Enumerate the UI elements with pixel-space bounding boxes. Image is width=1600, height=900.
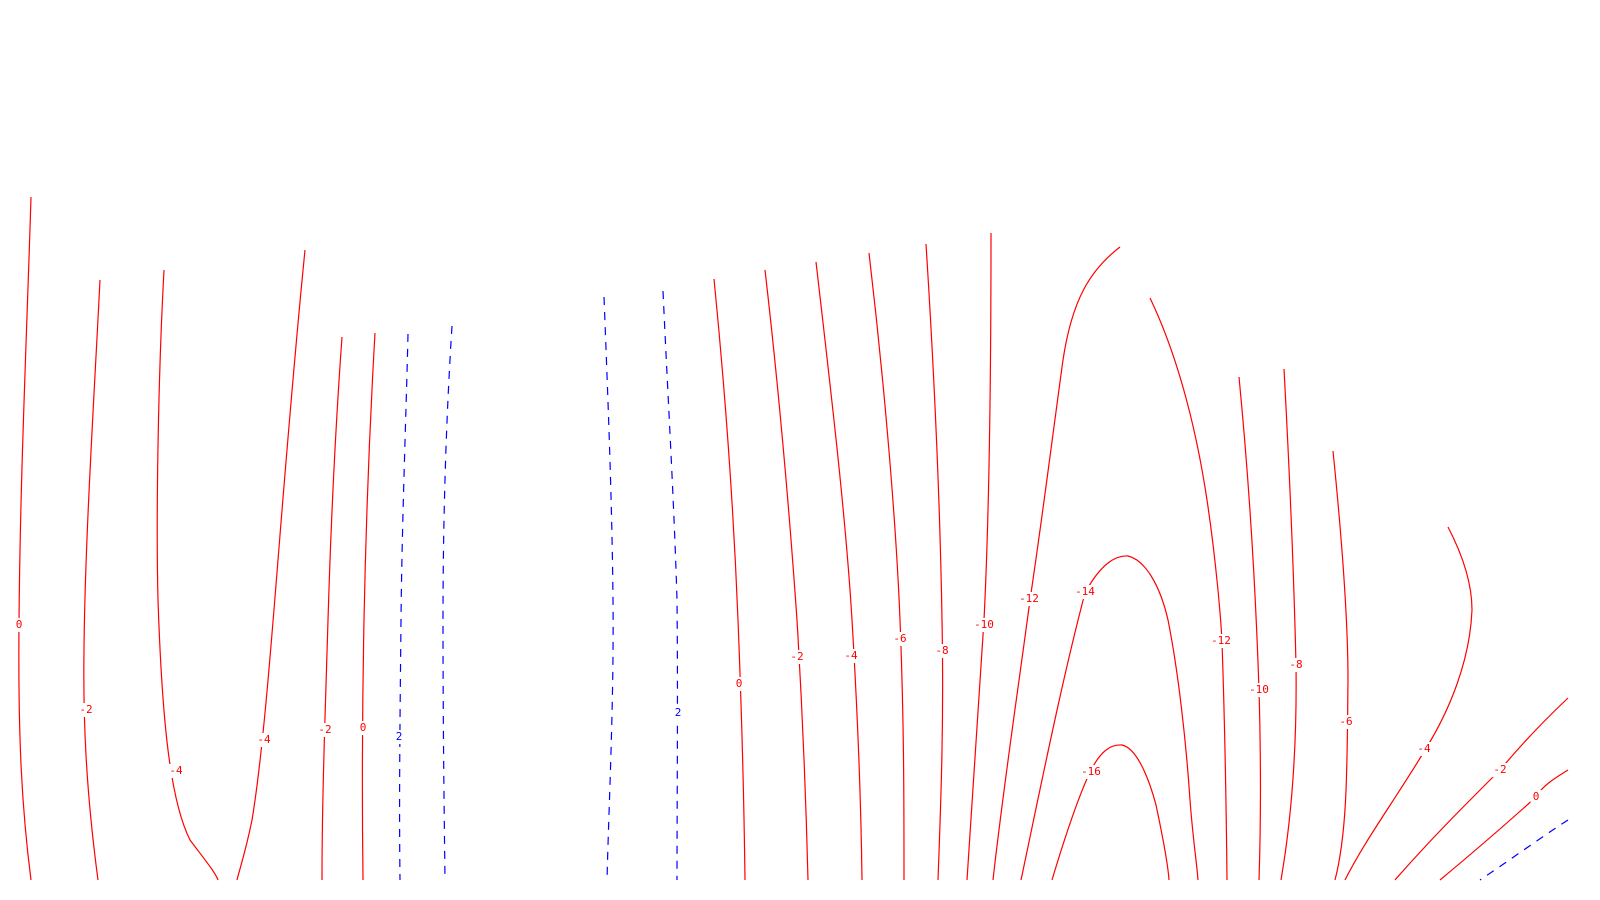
contour-label-bg-23 — [1337, 715, 1355, 729]
contour-label-10: 2 — [675, 706, 682, 719]
contour-line-18 — [1020, 555, 1199, 881]
contour-line-3 — [156, 269, 219, 881]
contour-line-22 — [1280, 368, 1297, 881]
contour-line-26 — [1439, 769, 1569, 881]
contour-line-7 — [398, 333, 409, 881]
contour-lines — [18, 196, 1569, 881]
contour-line-19 — [1051, 744, 1170, 881]
contour-line-6 — [361, 332, 376, 881]
contour-label-2: -2 — [79, 703, 92, 716]
contour-label-20: -12 — [1211, 634, 1231, 647]
contour-line-13 — [815, 261, 863, 881]
contour-line-23 — [1332, 450, 1349, 881]
contour-line-9 — [603, 296, 614, 881]
contour-label-3: -4 — [169, 764, 183, 777]
contour-label-12: -2 — [790, 650, 803, 663]
contour-label-bg-11 — [733, 677, 745, 691]
contour-label-11: 0 — [736, 677, 743, 690]
contour-label-bg-5 — [316, 723, 334, 737]
contour-label-bg-4 — [255, 733, 273, 747]
contour-line-2 — [83, 279, 101, 881]
contour-label-bg-20 — [1208, 634, 1234, 648]
contour-line-1 — [18, 196, 32, 881]
contour-line-17 — [992, 246, 1121, 881]
contour-line-27 — [1479, 819, 1569, 881]
contour-label-bg-18 — [1072, 585, 1098, 599]
contour-label-1: 0 — [16, 618, 23, 631]
contour-label-bg-12 — [788, 650, 806, 664]
contour-line-21 — [1238, 376, 1262, 881]
contour-label-21: -10 — [1249, 683, 1269, 696]
contour-label-bg-13 — [842, 649, 860, 663]
contour-label-bg-6 — [357, 721, 369, 735]
contour-label-19: -16 — [1081, 765, 1101, 778]
contour-label-bg-25 — [1491, 763, 1509, 777]
contour-label-bg-21 — [1246, 683, 1272, 697]
contour-label-bg-16 — [971, 618, 997, 632]
contour-label-7: 2 — [396, 730, 403, 743]
contour-label-23: -6 — [1339, 715, 1352, 728]
contour-label-bg-19 — [1078, 765, 1104, 779]
contour-label-13: -4 — [844, 649, 858, 662]
contour-label-4: -4 — [257, 733, 271, 746]
contour-line-5 — [321, 336, 343, 881]
contour-label-bg-7 — [393, 730, 405, 744]
contour-label-6: 0 — [360, 721, 367, 734]
contour-label-22: -8 — [1289, 658, 1302, 671]
contour-line-24 — [1344, 526, 1473, 881]
contour-label-14: -6 — [893, 632, 906, 645]
contour-label-bg-2 — [77, 703, 95, 717]
contour-label-bg-17 — [1016, 592, 1042, 606]
contour-labels: 0 -2 -4 -4 -2 0 2 2 0 -2 -4 -6 -8 -10 -12 -14 -16 -12 -10 -… — [13, 585, 1542, 804]
contour-label-18: -14 — [1075, 585, 1095, 598]
contour-label-bg-14 — [891, 632, 909, 646]
contour-label-bg-24 — [1415, 742, 1433, 756]
contour-line-16 — [966, 232, 992, 881]
contour-line-14 — [868, 252, 905, 881]
contour-label-bg-15 — [933, 644, 951, 658]
contour-line-20 — [1149, 297, 1228, 881]
contour-label-bg-22 — [1287, 658, 1305, 672]
contour-label-26: 0 — [1533, 790, 1540, 803]
contour-line-10 — [662, 290, 679, 881]
contour-line-11 — [713, 278, 746, 881]
contour-label-24: -4 — [1417, 742, 1431, 755]
contour-line-12 — [764, 269, 809, 881]
contour-line-8 — [442, 325, 453, 881]
contour-label-5: -2 — [318, 723, 331, 736]
contour-label-25: -2 — [1493, 763, 1506, 776]
contour-label-17: -12 — [1019, 592, 1039, 605]
contour-label-15: -8 — [935, 644, 948, 657]
contour-label-bg-10 — [672, 706, 684, 720]
contour-line-4 — [236, 249, 306, 881]
contour-label-bg-26 — [1530, 790, 1542, 804]
contour-label-16: -10 — [974, 618, 994, 631]
contour-label-bg-3 — [167, 764, 185, 778]
contour-line-15 — [925, 243, 944, 881]
contour-label-bg-1 — [13, 618, 25, 632]
